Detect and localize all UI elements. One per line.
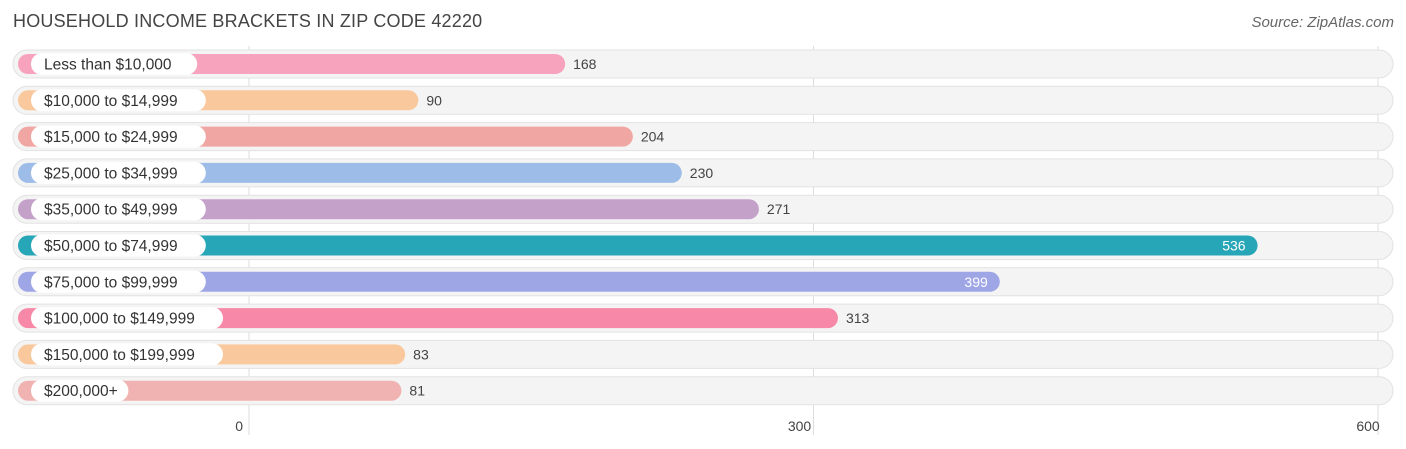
value-label: 536	[1222, 238, 1246, 254]
category-label: $200,000+	[44, 383, 118, 400]
value-label: 83	[413, 346, 429, 362]
value-label: 230	[690, 165, 714, 181]
category-pill	[31, 307, 223, 330]
category-label: $10,000 to $14,999	[44, 93, 178, 110]
value-label: 399	[964, 274, 988, 290]
category-pill	[31, 379, 129, 402]
category-pill	[31, 343, 223, 366]
bar-row: $75,000 to $99,999 399	[12, 267, 1394, 297]
category-label: Less than $10,000	[44, 57, 172, 74]
category-pill	[31, 234, 206, 257]
chart-title: HOUSEHOLD INCOME BRACKETS IN ZIP CODE 42…	[13, 11, 483, 31]
bar-row: $25,000 to $34,999 230	[12, 158, 1394, 188]
rows-layer: Less than $10,000 168 $10,000 to $14,999 90…	[12, 49, 1394, 406]
category-pill	[31, 270, 206, 293]
bar	[18, 271, 1000, 292]
bar-row: $35,000 to $49,999 271	[12, 194, 1394, 224]
value-label: 90	[426, 92, 442, 108]
category-pill	[31, 198, 206, 221]
bar-row: $50,000 to $74,999 536	[12, 231, 1394, 260]
category-pill	[31, 89, 206, 112]
bar-row: $100,000 to $149,999 313	[12, 303, 1394, 333]
category-label: $50,000 to $74,999	[44, 238, 178, 255]
value-label: 168	[573, 56, 597, 72]
source-label: Source: ZipAtlas.com	[1251, 14, 1394, 31]
bar-row: Less than $10,000 168	[12, 49, 1394, 79]
bar-row: $10,000 to $14,999 90	[12, 85, 1394, 115]
category-label: $75,000 to $99,999	[44, 274, 178, 291]
value-label: 81	[409, 383, 425, 399]
category-label: $150,000 to $199,999	[44, 347, 195, 364]
category-label: $15,000 to $24,999	[44, 129, 178, 146]
category-pill	[31, 125, 206, 148]
bar-row: $150,000 to $199,999 83	[12, 339, 1394, 369]
value-label: 271	[767, 201, 791, 217]
category-label: $35,000 to $49,999	[44, 202, 178, 219]
category-pill	[31, 161, 206, 184]
x-axis: 0 300 600	[235, 418, 1380, 434]
x-tick-label: 0	[235, 418, 243, 434]
x-tick-label: 300	[788, 418, 812, 434]
value-label: 204	[641, 129, 665, 145]
value-label: 313	[846, 310, 870, 326]
x-tick-label: 600	[1356, 418, 1380, 434]
category-pill	[31, 53, 198, 75]
bar	[18, 235, 1258, 256]
bar-row: $200,000+ 81	[12, 376, 1394, 406]
category-label: $25,000 to $34,999	[44, 165, 178, 182]
bar	[18, 308, 838, 329]
category-label: $100,000 to $149,999	[44, 311, 195, 328]
bar-row: $15,000 to $24,999 204	[12, 122, 1394, 152]
